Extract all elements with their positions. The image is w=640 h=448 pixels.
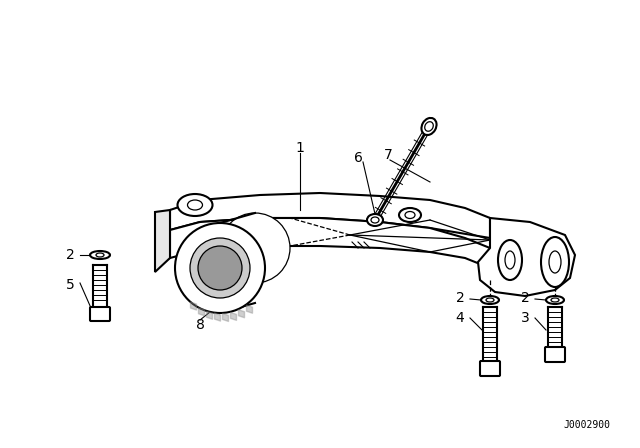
Text: J0002900: J0002900 bbox=[563, 420, 610, 430]
Ellipse shape bbox=[367, 214, 383, 226]
Ellipse shape bbox=[405, 211, 415, 219]
FancyBboxPatch shape bbox=[90, 307, 110, 321]
Text: 2: 2 bbox=[456, 291, 465, 305]
Ellipse shape bbox=[486, 298, 494, 302]
Text: 4: 4 bbox=[456, 311, 465, 325]
Ellipse shape bbox=[481, 296, 499, 304]
Ellipse shape bbox=[188, 200, 202, 210]
Text: 7: 7 bbox=[383, 148, 392, 162]
Text: 5: 5 bbox=[66, 278, 74, 292]
Text: 2: 2 bbox=[66, 248, 74, 262]
Polygon shape bbox=[478, 218, 575, 296]
Text: 6: 6 bbox=[353, 151, 362, 165]
Ellipse shape bbox=[422, 118, 436, 135]
Ellipse shape bbox=[425, 122, 433, 131]
Ellipse shape bbox=[549, 251, 561, 273]
Text: 8: 8 bbox=[196, 318, 204, 332]
Polygon shape bbox=[170, 218, 525, 285]
Text: 3: 3 bbox=[520, 311, 529, 325]
Text: 1: 1 bbox=[296, 141, 305, 155]
Ellipse shape bbox=[546, 296, 564, 304]
Ellipse shape bbox=[371, 217, 379, 223]
Ellipse shape bbox=[399, 208, 421, 222]
Polygon shape bbox=[155, 210, 170, 272]
FancyBboxPatch shape bbox=[545, 347, 565, 362]
FancyBboxPatch shape bbox=[480, 361, 500, 376]
Ellipse shape bbox=[220, 213, 290, 283]
Ellipse shape bbox=[177, 194, 212, 216]
Ellipse shape bbox=[175, 223, 265, 313]
Text: 2: 2 bbox=[520, 291, 529, 305]
Ellipse shape bbox=[541, 237, 569, 287]
Ellipse shape bbox=[551, 298, 559, 302]
Ellipse shape bbox=[190, 238, 250, 298]
Ellipse shape bbox=[498, 240, 522, 280]
Circle shape bbox=[198, 246, 242, 290]
Ellipse shape bbox=[505, 251, 515, 269]
Polygon shape bbox=[170, 193, 490, 238]
Ellipse shape bbox=[90, 251, 110, 259]
Ellipse shape bbox=[96, 253, 104, 257]
